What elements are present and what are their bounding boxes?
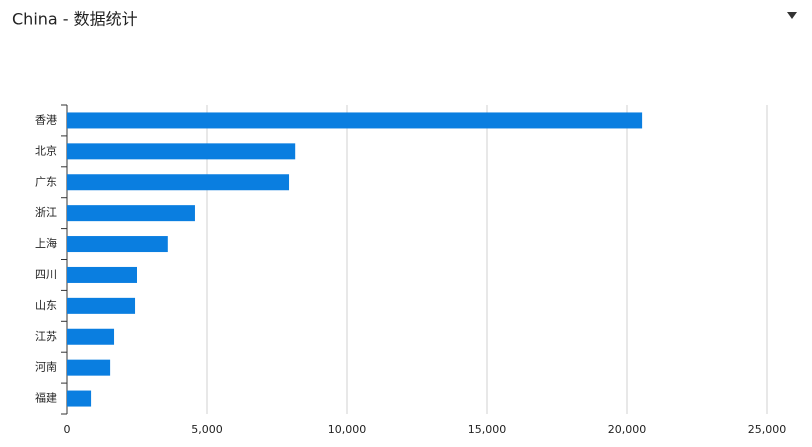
y-tick-label: 广东 [35,175,57,188]
x-tick-label: 10,000 [328,423,367,436]
y-tick-label: 香港 [35,113,57,126]
x-tick-label: 0 [64,423,71,436]
y-tick-label: 四川 [35,268,57,281]
y-tick-label: 河南 [35,361,57,374]
bar [67,112,643,129]
y-tick-label: 山东 [35,299,57,312]
bar [67,143,296,160]
x-tick-label: 25,000 [748,423,787,436]
bar [67,297,136,314]
y-tick-label: 江苏 [35,330,57,343]
bar [67,174,290,191]
y-tick-label: 福建 [35,391,57,405]
bar [67,328,115,345]
y-tick-label: 上海 [35,236,57,250]
bar [67,266,137,283]
bar [67,205,195,222]
y-tick-label: 浙江 [35,206,57,219]
x-tick-label: 15,000 [468,423,507,436]
y-tick-label: 北京 [35,143,57,157]
x-tick-label: 5,000 [191,423,223,436]
bar [67,236,168,253]
x-tick-label: 20,000 [608,423,647,436]
bar [67,390,92,407]
menu-toggle[interactable] [787,12,797,19]
chart-title: China - 数据统计 [12,10,138,29]
bar [67,359,111,376]
